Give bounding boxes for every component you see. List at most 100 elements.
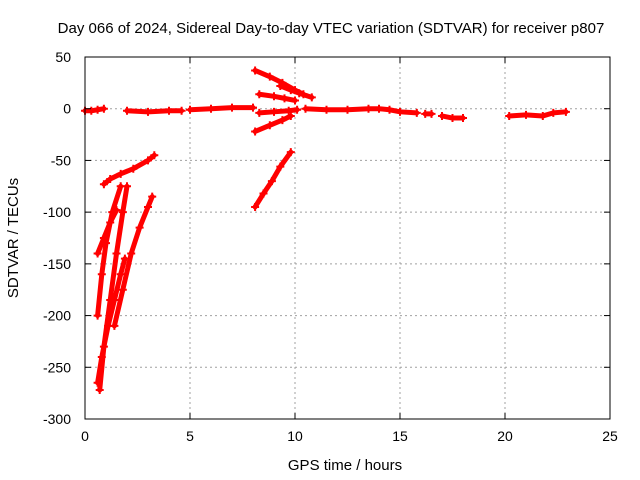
data-point (412, 108, 421, 117)
data-point (99, 104, 108, 113)
data-point (123, 182, 131, 191)
series-arc-15 (251, 148, 295, 211)
series-trace (256, 91, 298, 103)
axis-ticks: 0 5 10 15 20 25 50 0 -50 -100 -150 -200 -250 -300 (43, 49, 618, 444)
data-point (259, 189, 268, 198)
data-point (116, 270, 125, 279)
data-point (177, 106, 186, 115)
series-arc-2 (123, 106, 186, 116)
data-point (549, 108, 558, 117)
data-point (255, 90, 264, 99)
data-point (129, 164, 138, 173)
data-point (522, 110, 530, 119)
data-point (99, 234, 108, 242)
data-point (505, 111, 514, 120)
data-point (93, 311, 102, 320)
data-point (97, 352, 106, 361)
data-point (301, 104, 310, 113)
data-point (427, 109, 436, 118)
data-point (364, 104, 373, 113)
y-tick-label: -100 (43, 204, 71, 220)
data-point (93, 249, 102, 258)
data-point (286, 148, 295, 157)
data-point (118, 208, 127, 217)
data-point (110, 296, 119, 305)
data-point (207, 104, 215, 113)
data-point (118, 285, 127, 294)
grid-lines (85, 57, 610, 419)
data-point (295, 89, 304, 98)
data-point (278, 116, 287, 125)
data-point (322, 105, 331, 114)
chart-title: Day 066 of 2024, Sidereal Day-to-day VTE… (58, 20, 605, 37)
data-point (165, 106, 173, 115)
data-point (228, 103, 236, 112)
y-tick-label: -250 (43, 359, 71, 375)
data-point (112, 249, 121, 258)
data-point (150, 151, 159, 160)
y-tick-label: -200 (43, 308, 71, 324)
plot-frame (84, 56, 611, 420)
data-point (538, 111, 547, 120)
data-point (127, 249, 136, 258)
data-point (144, 156, 152, 165)
data-point (106, 218, 115, 227)
data-point (186, 105, 194, 114)
data-point (293, 105, 302, 114)
data-point (375, 104, 383, 113)
data-point (343, 105, 352, 114)
series-arc-4 (99, 151, 159, 189)
data-point (286, 111, 295, 120)
series-arc-16 (301, 104, 421, 117)
series-arc-14 (251, 111, 295, 136)
y-axis-label: SDTVAR / TECUs (5, 178, 22, 298)
data-point (267, 177, 276, 186)
y-tick-label: -50 (51, 152, 71, 168)
data-point (148, 192, 157, 201)
data-point (276, 81, 285, 90)
y-tick-label: -300 (43, 411, 71, 427)
data-point (87, 106, 96, 115)
series-arc-18 (438, 111, 467, 123)
series-trace (256, 107, 300, 116)
data-point (93, 105, 102, 114)
series-arc-5 (93, 182, 125, 320)
x-axis-label: GPS time / hours (288, 457, 402, 474)
series-trace (95, 207, 119, 257)
x-tick-label: 25 (602, 428, 618, 444)
data-point (270, 107, 278, 116)
data-point (265, 72, 274, 81)
data-point (97, 270, 106, 279)
data-point (385, 105, 394, 114)
data-point (251, 66, 260, 75)
data-point (255, 108, 264, 117)
data-point (116, 169, 125, 178)
y-tick-label: -150 (43, 256, 71, 272)
data-point (561, 107, 570, 116)
data-point (251, 127, 260, 136)
series-trace (252, 113, 294, 134)
data-marks (81, 66, 570, 395)
data-point (396, 107, 404, 116)
series-arc-17 (421, 109, 436, 118)
data-point (249, 103, 257, 112)
x-tick-label: 20 (497, 428, 513, 444)
series-arc-6 (93, 206, 121, 258)
data-point (307, 93, 316, 102)
series-trace (187, 105, 256, 113)
series-arc-13 (255, 105, 302, 117)
data-point (110, 321, 119, 330)
y-tick-label: 50 (55, 49, 71, 65)
data-point (251, 202, 260, 211)
series-arc-9 (110, 192, 157, 330)
data-point (286, 86, 295, 95)
data-point (265, 121, 274, 130)
series-arc-11 (276, 81, 316, 102)
data-point (95, 386, 104, 395)
data-point (123, 106, 131, 115)
data-point (135, 223, 144, 232)
data-point (112, 206, 121, 215)
x-tick-label: 15 (392, 428, 408, 444)
